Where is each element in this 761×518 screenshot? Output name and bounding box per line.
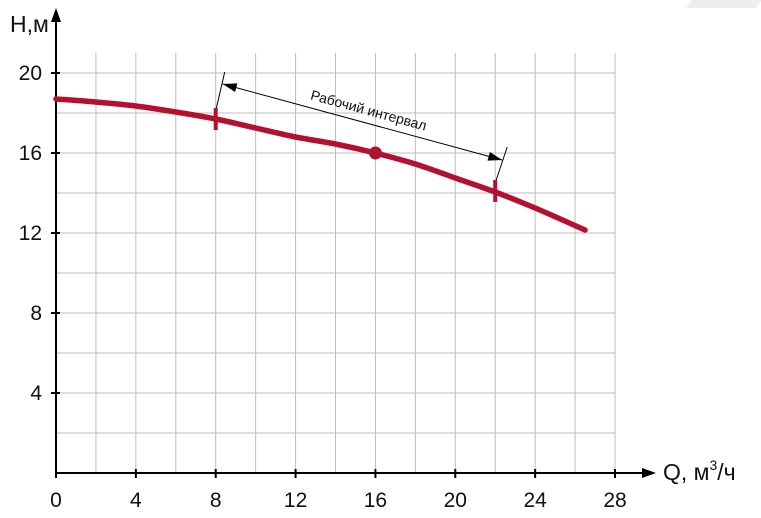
y-tick-label: 12 xyxy=(19,222,42,245)
y-tick-label: 16 xyxy=(19,142,42,165)
annotation-ext-left xyxy=(215,71,226,112)
x-tick-label: 28 xyxy=(603,489,626,512)
annotation-line xyxy=(222,83,503,161)
tick-labels: 0 4 8 12 16 20 24 28 4 8 12 16 20 xyxy=(19,62,627,512)
operating-point xyxy=(368,146,382,160)
annotation-arrow-left xyxy=(222,83,238,93)
x-axis-title: Q, м3/ч xyxy=(663,457,736,485)
y-tick-label: 20 xyxy=(19,62,42,85)
pump-curve-line xyxy=(53,96,588,233)
y-axis-title: H,м xyxy=(10,11,49,37)
x-axis-arrow xyxy=(642,468,656,478)
annotation-arrow-right xyxy=(487,151,503,161)
x-tick-label: 24 xyxy=(523,489,547,512)
x-axis-title-base: Q, м xyxy=(663,459,709,485)
x-axis-title-suffix: /ч xyxy=(717,459,735,485)
y-tick-label: 8 xyxy=(30,302,42,325)
y-axis-arrow xyxy=(51,8,61,22)
x-axis-title-sup: 3 xyxy=(709,457,717,473)
annotation-label: Рабочий интервал xyxy=(309,87,429,134)
x-tick-label: 4 xyxy=(130,489,142,512)
x-tick-label: 20 xyxy=(444,489,467,512)
axes xyxy=(51,8,656,478)
x-tick-label: 8 xyxy=(210,489,222,512)
x-tick-label: 0 xyxy=(50,489,62,512)
x-tick-label: 12 xyxy=(284,489,307,512)
y-tick-label: 4 xyxy=(30,382,42,405)
x-tick-label: 16 xyxy=(364,489,387,512)
annotation-ext-right xyxy=(494,146,508,184)
grid xyxy=(56,53,616,473)
series-layer xyxy=(53,96,588,233)
